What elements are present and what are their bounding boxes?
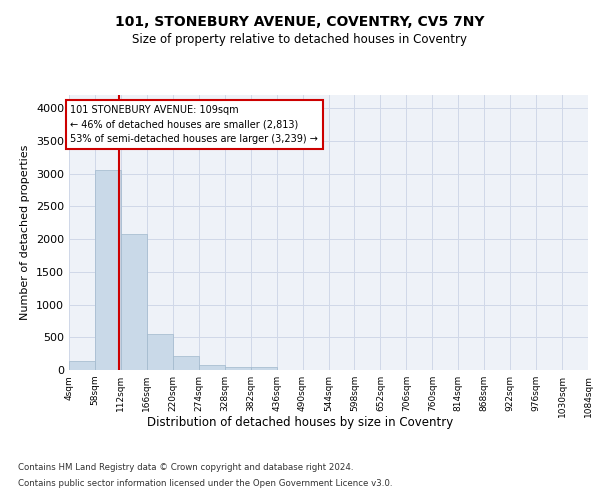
Bar <box>121 234 147 370</box>
Bar <box>251 368 277 370</box>
Bar <box>225 366 251 370</box>
Text: Distribution of detached houses by size in Coventry: Distribution of detached houses by size … <box>147 416 453 429</box>
Text: 101 STONEBURY AVENUE: 109sqm
← 46% of detached houses are smaller (2,813)
53% of: 101 STONEBURY AVENUE: 109sqm ← 46% of de… <box>70 105 319 144</box>
Text: 101, STONEBURY AVENUE, COVENTRY, CV5 7NY: 101, STONEBURY AVENUE, COVENTRY, CV5 7NY <box>115 16 485 30</box>
Text: Size of property relative to detached houses in Coventry: Size of property relative to detached ho… <box>133 34 467 46</box>
Y-axis label: Number of detached properties: Number of detached properties <box>20 145 31 320</box>
Bar <box>173 356 199 370</box>
Bar <box>147 334 173 370</box>
Text: Contains public sector information licensed under the Open Government Licence v3: Contains public sector information licen… <box>18 480 392 488</box>
Text: Contains HM Land Registry data © Crown copyright and database right 2024.: Contains HM Land Registry data © Crown c… <box>18 463 353 472</box>
Bar <box>199 365 224 370</box>
Bar <box>95 170 121 370</box>
Bar <box>69 362 95 370</box>
